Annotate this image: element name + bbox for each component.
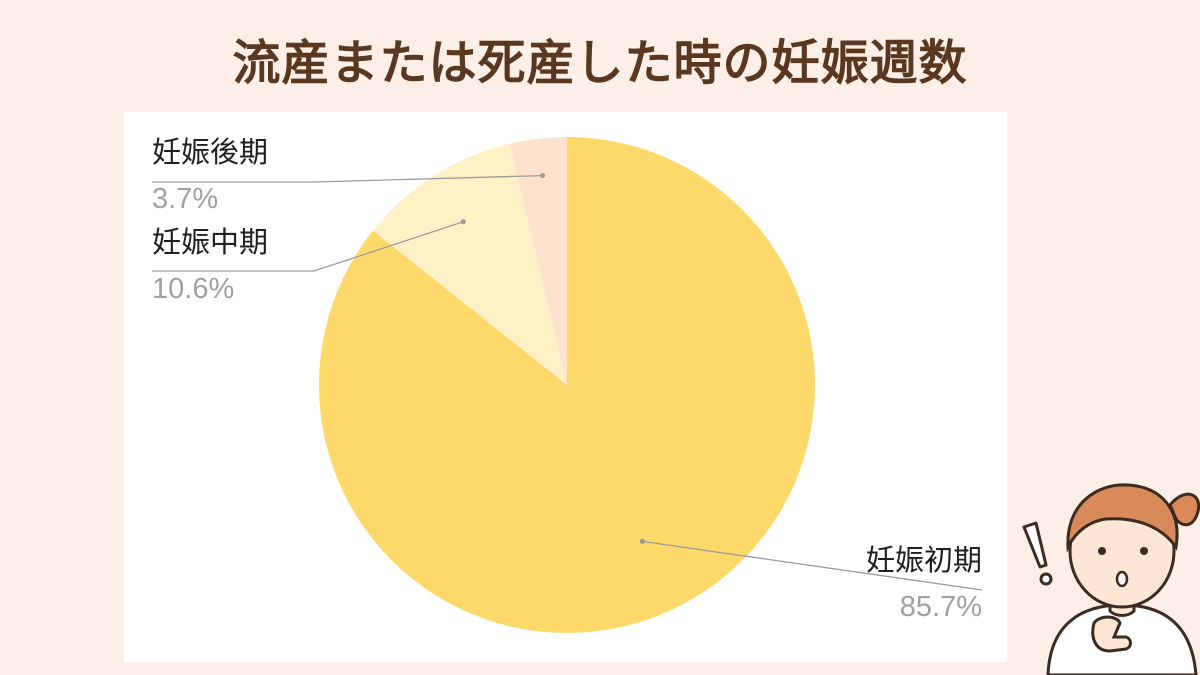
leader-line-1: [642, 540, 983, 591]
leader-dot-3: [540, 173, 546, 179]
pie-slice-2: [372, 143, 567, 385]
slice-percent-1: 85.7%: [900, 591, 982, 623]
slice-percent-3: 3.7%: [152, 183, 218, 215]
surprised-woman-icon: [1022, 483, 1200, 675]
leader-line-2: [152, 221, 464, 272]
chart-panel: 妊娠初期 85.7% 妊娠中期 10.6% 妊娠後期 3.7%: [124, 112, 1007, 662]
page-title: 流産または死産した時の妊娠週数: [232, 35, 968, 91]
leader-line-3: [152, 174, 543, 183]
pie-slice-3: [509, 137, 567, 385]
slice-label-1: 妊娠初期: [866, 543, 982, 577]
slice-label-2: 妊娠中期: [152, 225, 268, 259]
slice-percent-2: 10.6%: [152, 273, 234, 305]
exclamation-icon: [1022, 521, 1053, 586]
leader-dot-2: [460, 219, 466, 225]
leader-dot-1: [639, 538, 645, 544]
slice-label-3: 妊娠後期: [152, 135, 268, 169]
pie-slice-1: [319, 137, 816, 633]
pie-chart: 妊娠初期 85.7% 妊娠中期 10.6% 妊娠後期 3.7%: [152, 135, 983, 633]
